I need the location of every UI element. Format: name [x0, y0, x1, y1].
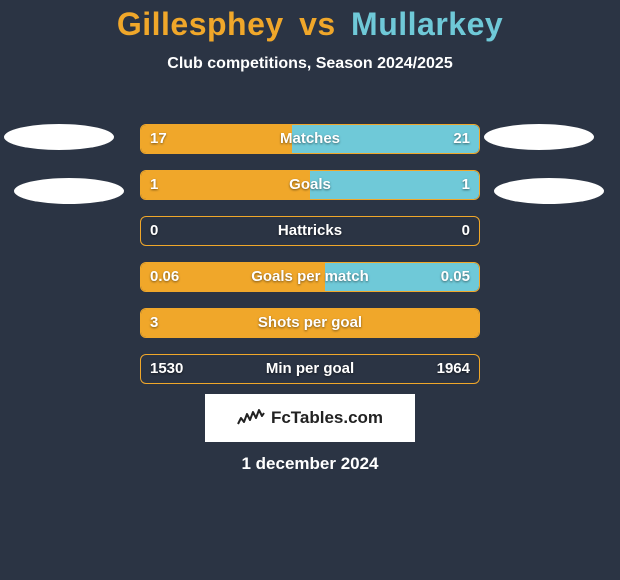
- decorative-ellipse: [484, 124, 594, 150]
- watermark-text: FcTables.com: [271, 408, 383, 428]
- bar-fill-right: [310, 171, 479, 199]
- metric-value-right: 0: [462, 216, 470, 246]
- metric-value-left: 1530: [150, 354, 183, 384]
- datestamp: 1 december 2024: [0, 454, 620, 474]
- metric-row: 3Shots per goal: [0, 302, 620, 348]
- metric-bar: [140, 124, 480, 154]
- metric-bar: [140, 354, 480, 384]
- bar-fill-right: [292, 125, 479, 153]
- metric-value-right: 1: [462, 170, 470, 200]
- bar-fill-left: [141, 309, 479, 337]
- metric-value-right: 1964: [437, 354, 470, 384]
- metric-bar: [140, 170, 480, 200]
- metrics-container: 1721Matches11Goals00Hattricks0.060.05Goa…: [0, 118, 620, 394]
- metric-bar: [140, 308, 480, 338]
- wave-icon: [237, 408, 265, 428]
- metric-value-right: 0.05: [441, 262, 470, 292]
- decorative-ellipse: [4, 124, 114, 150]
- metric-bar: [140, 216, 480, 246]
- title-player1: Gillesphey: [117, 6, 284, 42]
- metric-value-left: 1: [150, 170, 158, 200]
- metric-value-left: 0.06: [150, 262, 179, 292]
- metric-value-left: 0: [150, 216, 158, 246]
- metric-row: 0.060.05Goals per match: [0, 256, 620, 302]
- decorative-ellipse: [494, 178, 604, 204]
- decorative-ellipse: [14, 178, 124, 204]
- metric-row: 15301964Min per goal: [0, 348, 620, 394]
- watermark-badge: FcTables.com: [205, 394, 415, 442]
- metric-value-left: 3: [150, 308, 158, 338]
- metric-row: 00Hattricks: [0, 210, 620, 256]
- bar-fill-left: [141, 171, 310, 199]
- metric-value-left: 17: [150, 124, 167, 154]
- title-vs: vs: [299, 6, 336, 42]
- metric-value-right: 21: [453, 124, 470, 154]
- title-player2: Mullarkey: [351, 6, 503, 42]
- comparison-infographic: Gillesphey vs Mullarkey Club competition…: [0, 0, 620, 580]
- subtitle: Club competitions, Season 2024/2025: [0, 55, 620, 73]
- metric-bar: [140, 262, 480, 292]
- title: Gillesphey vs Mullarkey: [0, 0, 620, 43]
